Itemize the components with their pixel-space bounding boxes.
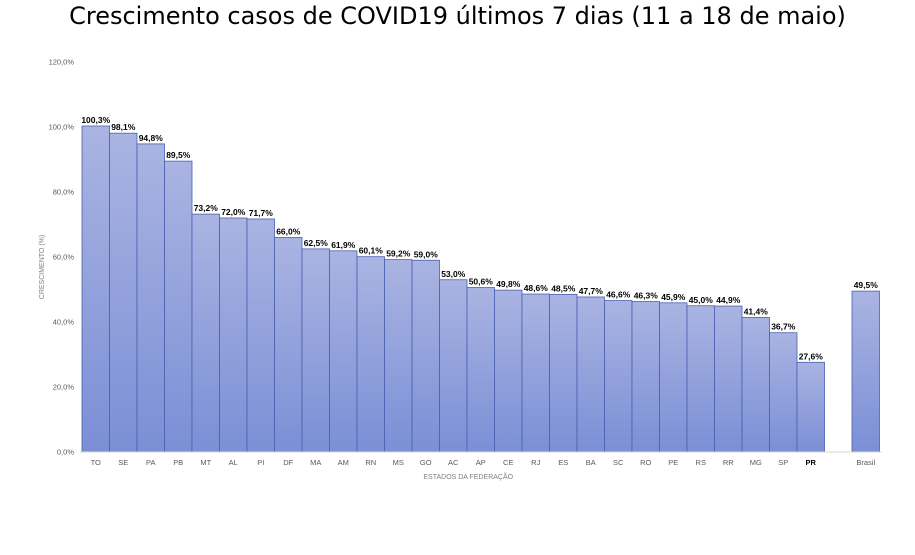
x-tick-label-rs: RS (696, 458, 706, 467)
y-tick-label: 100,0% (49, 123, 75, 132)
x-tick-label-to: TO (91, 458, 101, 467)
bar-df (274, 237, 303, 453)
x-tick-label-ma: MA (310, 458, 321, 467)
data-label-ma: 62,5% (304, 238, 329, 248)
data-label-ap: 50,6% (469, 277, 494, 287)
bar-ba (576, 296, 605, 453)
data-label-es: 48,5% (551, 283, 576, 293)
bar-rn (356, 256, 385, 453)
bar-ac (439, 279, 468, 453)
bar-se (109, 132, 138, 453)
bar-ce (494, 289, 523, 453)
data-label-df: 66,0% (276, 227, 301, 237)
data-label-ba: 47,7% (579, 286, 604, 296)
x-tick-label-am: AM (338, 458, 349, 467)
x-tick-label-sc: SC (613, 458, 624, 467)
x-tick-label-brasil: Brasil (856, 458, 875, 467)
x-tick-label-mt: MT (200, 458, 211, 467)
bar-go (411, 259, 440, 453)
data-label-ro: 46,3% (634, 291, 659, 301)
bar-rs (686, 305, 715, 453)
x-tick-label-pe: PE (668, 458, 678, 467)
y-tick-label: 80,0% (53, 188, 75, 197)
data-label-al: 72,0% (221, 207, 246, 217)
x-tick-label-sp: SP (778, 458, 788, 467)
bar-mg (741, 317, 770, 453)
bar-pi (246, 218, 275, 453)
data-label-mt: 73,2% (194, 203, 219, 213)
data-label-rs: 45,0% (689, 295, 714, 305)
data-label-sc: 46,6% (606, 290, 631, 300)
data-label-am: 61,9% (331, 240, 356, 250)
bar-mt (191, 213, 220, 453)
bar-brasil (851, 290, 880, 453)
x-tick-label-es: ES (558, 458, 568, 467)
bar-rr (714, 305, 743, 453)
x-tick-label-rr: RR (723, 458, 734, 467)
bar-pe (659, 302, 688, 453)
x-tick-label-ap: AP (476, 458, 486, 467)
bar-ap (466, 287, 495, 453)
x-tick-label-ro: RO (640, 458, 651, 467)
data-label-pa: 94,8% (139, 133, 164, 143)
bar-to (81, 125, 110, 453)
data-label-pi: 71,7% (249, 208, 274, 218)
bar-ms (384, 259, 413, 453)
data-label-pr: 27,6% (799, 351, 824, 361)
x-tick-label-pi: PI (257, 458, 264, 467)
bar-al (219, 217, 248, 453)
x-tick-label-pr: PR (806, 458, 817, 467)
bars (81, 125, 880, 453)
x-tick-label-pa: PA (146, 458, 155, 467)
bar-es (549, 293, 578, 453)
bar-sp (769, 332, 798, 453)
data-label-brasil: 49,5% (854, 280, 879, 290)
x-tick-label-pb: PB (173, 458, 183, 467)
x-tick-label-go: GO (420, 458, 432, 467)
data-label-mg: 41,4% (744, 306, 769, 316)
x-tick-label-al: AL (229, 458, 238, 467)
x-axis-title: ESTADOS DA FEDERAÇÃO (423, 472, 513, 481)
x-tick-label-ac: AC (448, 458, 459, 467)
data-label-ac: 53,0% (441, 269, 466, 279)
bar-ma (301, 248, 330, 453)
x-tick-label-ba: BA (586, 458, 596, 467)
data-label-rr: 44,9% (716, 295, 741, 305)
bar-sc (604, 300, 633, 453)
y-tick-label: 0,0% (57, 448, 74, 457)
bar-pb (164, 160, 193, 453)
bar-am (329, 250, 358, 453)
data-label-go: 59,0% (414, 249, 439, 259)
data-label-sp: 36,7% (771, 322, 796, 332)
y-axis-title: CRESCIMENTO (%) (39, 235, 46, 299)
x-tick-label-rn: RN (365, 458, 376, 467)
bar-pa (136, 143, 165, 453)
x-axis-categories: TO SE PA PB MT AL PI DF MA AM RN MS GO AC AP CE RJ ES BA SC… (91, 458, 876, 467)
data-label-ms: 59,2% (386, 249, 411, 259)
y-tick-label: 120,0% (49, 58, 75, 67)
bar-pr (796, 361, 825, 453)
y-tick-label: 40,0% (53, 318, 75, 327)
data-label-ce: 49,8% (496, 279, 521, 289)
x-tick-label-ms: MS (393, 458, 404, 467)
bar-ro (631, 301, 660, 453)
data-label-rn: 60,1% (359, 246, 384, 256)
x-tick-label-se: SE (118, 458, 128, 467)
data-label-se: 98,1% (111, 122, 136, 132)
x-tick-label-ce: CE (503, 458, 513, 467)
x-tick-label-mg: MG (750, 458, 762, 467)
data-label-pe: 45,9% (661, 292, 686, 302)
x-tick-label-df: DF (283, 458, 293, 467)
data-labels: 100,3%98,1%94,8%89,5% 73,2% 72,0% 71,7%66,0… (81, 115, 878, 361)
y-tick-label: 20,0% (53, 383, 75, 392)
y-tick-label: 60,0% (53, 253, 75, 262)
y-axis-ticks: 0,0% 20,0% 40,0% 60,0% 80,0% 100,0% 120,0% (49, 58, 75, 457)
chart-title: Crescimento casos de COVID19 últimos 7 d… (69, 2, 846, 30)
data-label-pb: 89,5% (166, 150, 191, 160)
bar-rj (521, 293, 550, 453)
x-tick-label-rj: RJ (531, 458, 540, 467)
data-label-to: 100,3% (81, 115, 110, 125)
data-label-rj: 48,6% (524, 283, 549, 293)
